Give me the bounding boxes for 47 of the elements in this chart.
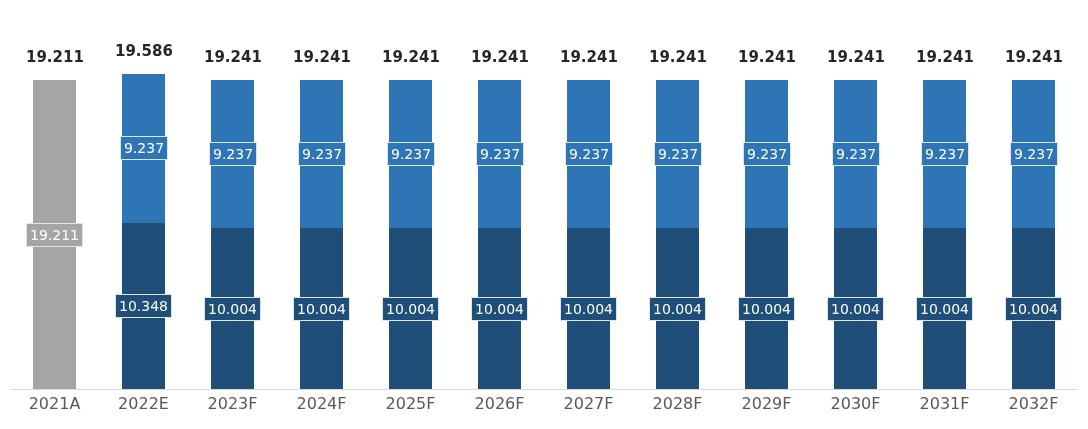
data-label: 9.237 [480,146,521,162]
data-label: 10.004 [386,301,436,317]
x-tick-label: 2032F [1008,394,1059,414]
x-tick-label: 2021A [28,394,81,414]
data-label: 9.237 [213,146,254,162]
total-label: 19.241 [649,48,707,66]
x-tick-label: 2022E [118,394,169,414]
data-label: 10.004 [208,301,258,317]
data-label: 9.237 [569,146,610,162]
total-label: 19.241 [916,48,974,66]
data-label: 9.237 [925,146,966,162]
data-label: 10.004 [1009,301,1059,317]
data-label: 19.211 [30,227,79,243]
total-label: 19.586 [115,42,173,60]
x-tick-label: 2029F [741,394,792,414]
total-label: 19.241 [738,48,796,66]
total-label: 19.211 [26,48,84,66]
data-label: 10.004 [920,301,970,317]
data-label: 10.348 [119,298,168,314]
total-label: 19.241 [1005,48,1063,66]
data-label: 9.237 [747,146,788,162]
data-label: 10.004 [653,301,703,317]
total-label: 19.241 [827,48,885,66]
data-label: 9.237 [302,146,343,162]
x-tick-label: 2025F [385,394,436,414]
total-label: 19.241 [204,48,262,66]
data-label: 9.237 [124,140,165,156]
data-label: 9.237 [836,146,877,162]
data-label: 10.004 [475,301,525,317]
data-label: 10.004 [297,301,347,317]
data-label: 9.237 [658,146,699,162]
data-label: 10.004 [831,301,881,317]
data-label: 10.004 [742,301,792,317]
total-label: 19.241 [293,48,351,66]
total-label: 19.241 [382,48,440,66]
x-tick-label: 2024F [296,394,347,414]
x-tick-label: 2031F [919,394,970,414]
x-tick-label: 2030F [830,394,881,414]
data-label: 10.004 [564,301,614,317]
x-tick-label: 2027F [563,394,614,414]
data-label: 9.237 [391,146,432,162]
x-tick-label: 2023F [207,394,258,414]
x-tick-label: 2026F [474,394,525,414]
total-label: 19.241 [560,48,618,66]
data-label: 9.237 [1014,146,1055,162]
total-label: 19.241 [471,48,529,66]
x-tick-label: 2028F [652,394,703,414]
